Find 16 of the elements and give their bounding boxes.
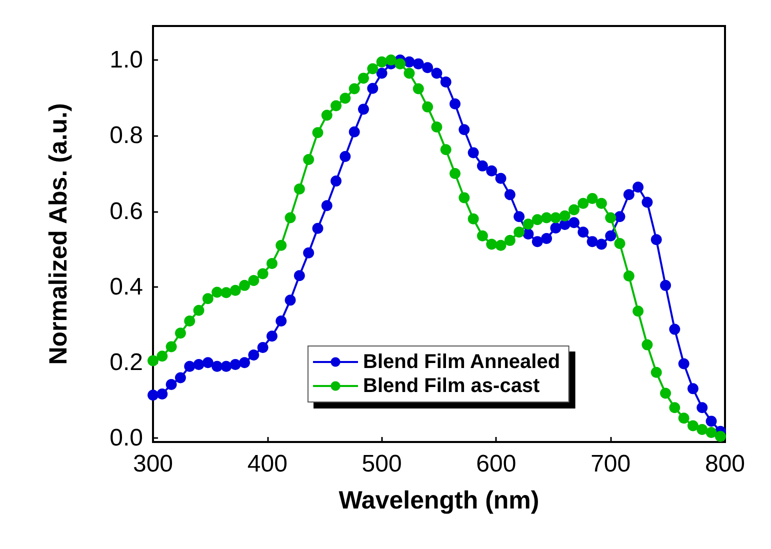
x-tick-label: 400 bbox=[247, 450, 288, 478]
y-tick-label: 0.2 bbox=[110, 349, 143, 376]
x-axis-title: Wavelength (nm) bbox=[338, 486, 540, 514]
y-tick-label: 0.6 bbox=[110, 198, 143, 225]
x-tick-label: 800 bbox=[704, 450, 746, 478]
y-tick-label: 0.8 bbox=[110, 122, 143, 150]
x-tick-label: 500 bbox=[362, 450, 402, 478]
y-tick-label: 1.0 bbox=[110, 46, 143, 74]
legend-label: Blend Film Annealed bbox=[363, 351, 560, 373]
y-tick-label: 0.4 bbox=[110, 273, 143, 300]
x-tick-label: 600 bbox=[476, 450, 516, 478]
x-tick-label: 300 bbox=[132, 450, 174, 478]
y-tick-label: 0.0 bbox=[110, 424, 143, 452]
legend-label: Blend Film as-cast bbox=[363, 375, 540, 397]
x-tick-label: 700 bbox=[590, 450, 631, 478]
y-axis-title: Normalized Abs. (a.u.) bbox=[44, 103, 72, 365]
